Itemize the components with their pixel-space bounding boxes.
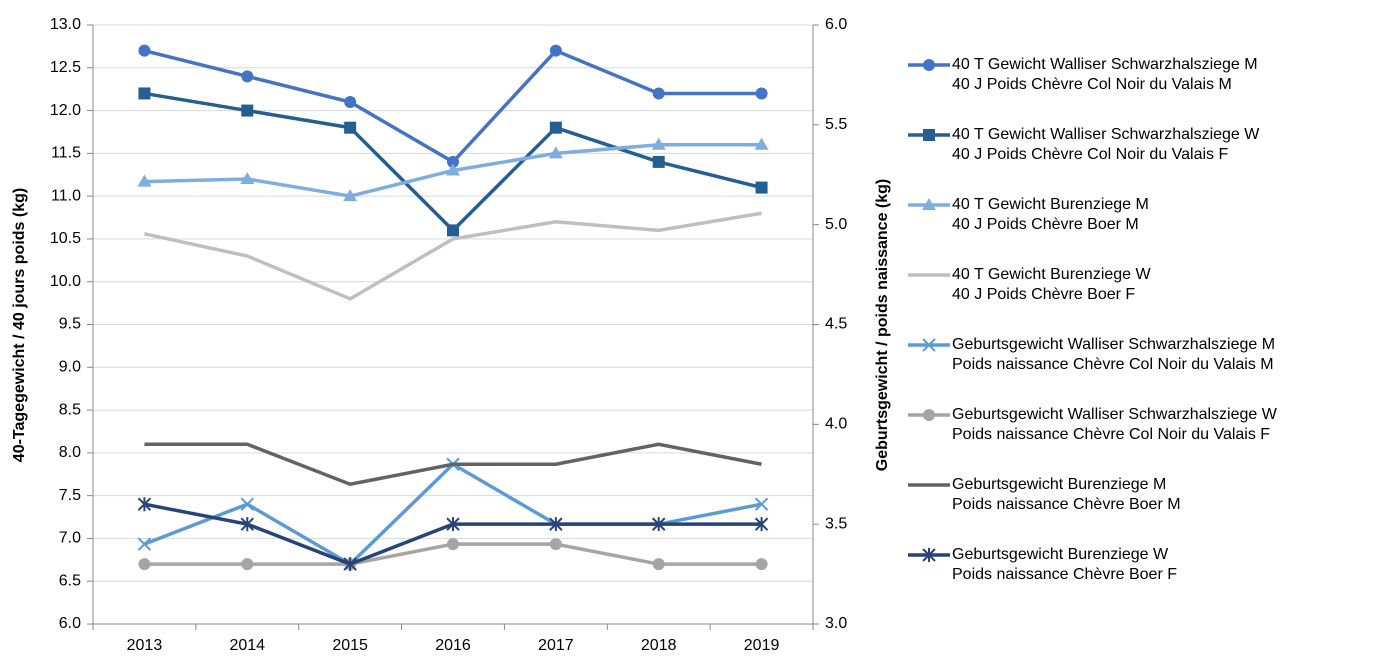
marker (549, 538, 562, 551)
y2-tick-label: 5.0 (825, 216, 847, 233)
y-tick-label: 6.0 (59, 615, 81, 632)
x-tick-label: 2014 (229, 637, 265, 654)
y-tick-label: 12.5 (50, 59, 81, 76)
marker (754, 497, 769, 511)
y-tick-label: 11.5 (51, 145, 81, 162)
y-tick-label: 7.0 (59, 530, 81, 547)
y2-tick-label: 4.5 (825, 316, 847, 333)
marker (652, 155, 665, 168)
marker (652, 558, 665, 571)
marker (138, 44, 151, 57)
y-axis-label: 40-Tagegewicht / 40 jours poids (kg) (11, 188, 28, 462)
y-tick-label: 11.0 (51, 187, 81, 204)
marker (754, 517, 769, 532)
x-tick-label: 2015 (332, 637, 368, 654)
marker (922, 548, 936, 562)
marker (652, 517, 666, 532)
marker (344, 96, 357, 109)
marker (241, 70, 254, 83)
marker (549, 121, 562, 134)
y2-tick-label: 3.5 (825, 515, 847, 532)
legend-label: 40 T Gewicht Walliser Schwarzhalsziege W… (952, 126, 1260, 163)
y2-tick-label: 6.0 (825, 16, 847, 33)
marker (922, 198, 936, 210)
x-tick-label: 2016 (435, 637, 471, 654)
marker (549, 517, 563, 532)
y2-tick-label: 3.0 (825, 615, 847, 632)
x-tick-label: 2018 (641, 637, 677, 654)
x-tick-label: 2019 (744, 637, 780, 654)
series-line (144, 211, 762, 301)
marker (240, 172, 255, 185)
series-line (144, 502, 762, 566)
marker (446, 163, 460, 176)
marker (447, 224, 459, 237)
x-tick-label: 2017 (538, 637, 574, 654)
marker (755, 558, 768, 571)
marker (923, 409, 935, 421)
marker (651, 137, 666, 150)
legend-label: Geburtsgewicht Burenziege W Poids naissa… (952, 546, 1177, 583)
marker (755, 181, 768, 194)
marker (138, 558, 151, 571)
marker (754, 137, 769, 150)
marker (447, 538, 459, 551)
marker (137, 174, 152, 187)
marker (138, 87, 151, 100)
marker (344, 121, 357, 134)
marker (549, 44, 562, 57)
legend-label: 40 T Gewicht Burenziege M 40 J Poids Chè… (952, 196, 1149, 233)
y-tick-label: 10.0 (50, 273, 81, 290)
y-tick-label: 13.0 (50, 16, 81, 33)
marker (241, 558, 254, 571)
marker (923, 59, 935, 71)
marker (447, 155, 459, 168)
x-tick-label: 2013 (127, 637, 163, 654)
legend-label: 40 T Gewicht Walliser Schwarzhalsziege M… (952, 56, 1258, 93)
y-tick-label: 9.0 (59, 359, 81, 376)
marker (922, 338, 936, 352)
legend-label: Geburtsgewicht Walliser Schwarzhalsziege… (952, 406, 1277, 443)
y2-tick-label: 4.0 (825, 416, 847, 433)
legend-label: Geburtsgewicht Burenziege M Poids naissa… (952, 476, 1181, 513)
legend-label: 40 T Gewicht Burenziege W 40 J Poids Chè… (952, 266, 1151, 303)
y-tick-label: 8.0 (59, 444, 81, 461)
y-tick-label: 6.5 (59, 572, 81, 589)
marker (446, 517, 460, 532)
y-tick-label: 12.0 (50, 102, 81, 119)
y-tick-label: 7.5 (59, 487, 81, 504)
y-tick-label: 10.5 (50, 230, 81, 247)
y2-tick-label: 5.5 (825, 116, 847, 133)
marker (240, 497, 254, 511)
series-line (144, 442, 762, 487)
legend-label: Geburtsgewicht Walliser Schwarzhalsziege… (952, 336, 1276, 373)
marker (241, 104, 254, 117)
marker (343, 189, 358, 202)
marker (137, 497, 152, 512)
marker (548, 146, 563, 159)
marker (923, 129, 935, 141)
marker (652, 87, 665, 100)
marker (343, 557, 357, 572)
marker (755, 87, 768, 100)
marker (137, 537, 152, 551)
y-tick-label: 9.5 (59, 316, 81, 333)
y-tick-label: 8.5 (59, 401, 81, 418)
y2-axis-label: Geburtsgewicht / poids naissance (kg) (874, 179, 891, 472)
marker (240, 517, 254, 532)
